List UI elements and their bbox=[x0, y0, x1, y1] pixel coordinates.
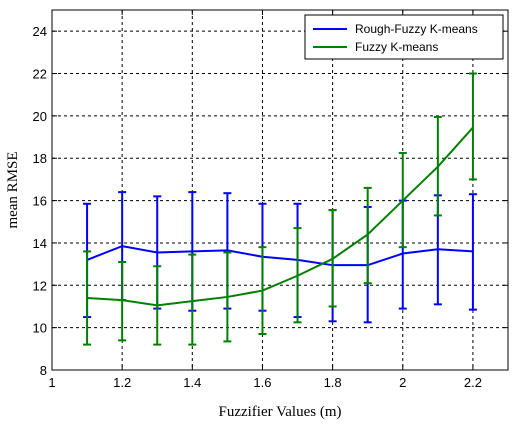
y-tick-label: 14 bbox=[33, 236, 47, 251]
error-bar bbox=[258, 246, 267, 335]
error-bar bbox=[293, 227, 302, 324]
error-bar bbox=[118, 261, 127, 342]
y-tick-label: 20 bbox=[33, 109, 47, 124]
error-bar bbox=[468, 72, 477, 181]
x-tick-label: 1.2 bbox=[113, 375, 131, 390]
y-tick-label: 12 bbox=[33, 278, 47, 293]
axis-ticks: 1 1.2 1.4 1.6 1.8 2 2.2 8 10 12 14 16 18 20 22 24 bbox=[33, 10, 508, 390]
error-bar bbox=[363, 186, 372, 285]
x-axis-title: Fuzzifier Values (m) bbox=[218, 404, 341, 420]
error-bar bbox=[223, 251, 232, 343]
y-tick-label: 22 bbox=[33, 67, 47, 82]
error-bar bbox=[83, 250, 92, 346]
y-tick-label: 16 bbox=[33, 194, 47, 209]
x-tick-label: 1 bbox=[48, 375, 55, 390]
legend: Rough-Fuzzy K-means Fuzzy K-means bbox=[304, 14, 504, 60]
y-tick-label: 24 bbox=[33, 24, 47, 39]
legend-box bbox=[304, 14, 504, 60]
series-2 bbox=[83, 72, 477, 346]
x-tick-label: 2.2 bbox=[464, 375, 482, 390]
error-bar bbox=[468, 193, 477, 311]
legend-label: Fuzzy K-means bbox=[355, 40, 438, 54]
error-bar bbox=[188, 253, 197, 346]
x-tick-label: 1.6 bbox=[253, 375, 271, 390]
y-axis-title: mean RMSE bbox=[5, 151, 21, 228]
error-bar bbox=[328, 209, 337, 308]
y-tick-label: 10 bbox=[33, 321, 47, 336]
error-bar bbox=[433, 115, 442, 217]
error-bar bbox=[398, 151, 407, 249]
legend-label: Rough-Fuzzy K-means bbox=[355, 22, 478, 36]
series-line bbox=[87, 126, 474, 307]
series-layer bbox=[83, 72, 477, 346]
x-tick-label: 2 bbox=[399, 375, 406, 390]
y-tick-label: 18 bbox=[33, 151, 47, 166]
plot-frame bbox=[51, 9, 509, 371]
error-bar bbox=[153, 265, 162, 346]
series-line bbox=[86, 245, 473, 267]
x-tick-label: 1.4 bbox=[183, 375, 201, 390]
y-tick-label: 8 bbox=[40, 363, 47, 378]
plot-background bbox=[52, 10, 508, 370]
x-tick-label: 1.8 bbox=[324, 375, 342, 390]
